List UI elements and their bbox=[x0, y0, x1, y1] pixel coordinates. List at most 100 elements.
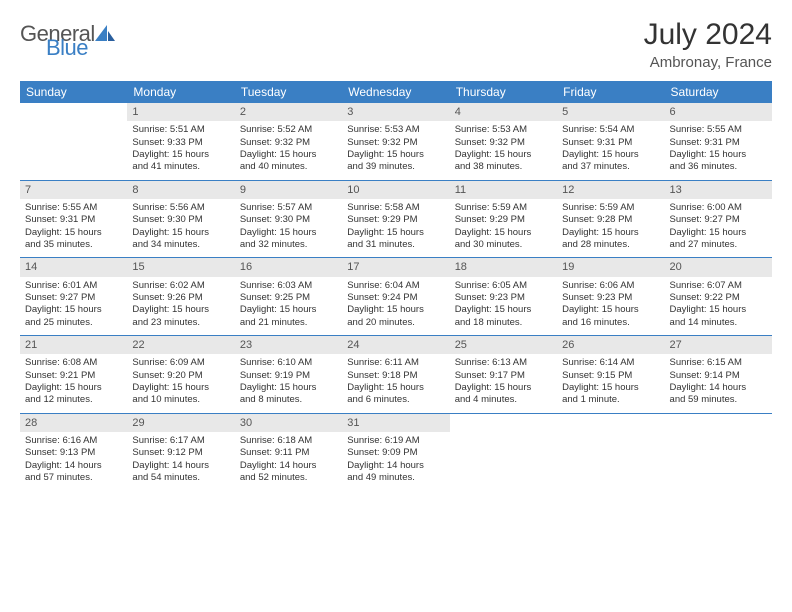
day-line: Sunset: 9:32 PM bbox=[240, 137, 337, 149]
day-number: 22 bbox=[127, 336, 234, 354]
day-line: Sunset: 9:23 PM bbox=[455, 292, 552, 304]
day-line: Sunrise: 5:55 AM bbox=[25, 202, 122, 214]
day-line: Daylight: 15 hours bbox=[347, 227, 444, 239]
day-content: Sunrise: 6:07 AMSunset: 9:22 PMDaylight:… bbox=[665, 277, 772, 335]
day-line: Daylight: 15 hours bbox=[670, 304, 767, 316]
day-number: 20 bbox=[665, 258, 772, 276]
day-line: Sunrise: 6:17 AM bbox=[132, 435, 229, 447]
day-line: Sunset: 9:31 PM bbox=[562, 137, 659, 149]
calendar-cell: 28Sunrise: 6:16 AMSunset: 9:13 PMDayligh… bbox=[20, 413, 127, 490]
day-line: and 27 minutes. bbox=[670, 239, 767, 251]
day-line: Daylight: 15 hours bbox=[562, 227, 659, 239]
day-content: Sunrise: 5:54 AMSunset: 9:31 PMDaylight:… bbox=[557, 121, 664, 179]
day-line: Daylight: 14 hours bbox=[132, 460, 229, 472]
calendar-week: 1Sunrise: 5:51 AMSunset: 9:33 PMDaylight… bbox=[20, 103, 772, 180]
day-line: Daylight: 15 hours bbox=[132, 382, 229, 394]
day-content: Sunrise: 5:58 AMSunset: 9:29 PMDaylight:… bbox=[342, 199, 449, 257]
day-line: Sunrise: 6:00 AM bbox=[670, 202, 767, 214]
day-content: Sunrise: 6:09 AMSunset: 9:20 PMDaylight:… bbox=[127, 354, 234, 412]
day-content: Sunrise: 6:16 AMSunset: 9:13 PMDaylight:… bbox=[20, 432, 127, 490]
day-line: and 35 minutes. bbox=[25, 239, 122, 251]
day-content: Sunrise: 6:04 AMSunset: 9:24 PMDaylight:… bbox=[342, 277, 449, 335]
day-number: 12 bbox=[557, 181, 664, 199]
calendar-week: 14Sunrise: 6:01 AMSunset: 9:27 PMDayligh… bbox=[20, 258, 772, 336]
day-line: and 31 minutes. bbox=[347, 239, 444, 251]
day-line: Sunset: 9:17 PM bbox=[455, 370, 552, 382]
logo: General Blue bbox=[20, 18, 115, 58]
day-number: 27 bbox=[665, 336, 772, 354]
day-line: and 34 minutes. bbox=[132, 239, 229, 251]
day-line: Sunset: 9:31 PM bbox=[25, 214, 122, 226]
day-line: Sunset: 9:33 PM bbox=[132, 137, 229, 149]
day-number: 14 bbox=[20, 258, 127, 276]
day-line: Daylight: 15 hours bbox=[347, 149, 444, 161]
day-line: and 40 minutes. bbox=[240, 161, 337, 173]
day-line: Sunrise: 5:58 AM bbox=[347, 202, 444, 214]
day-line: Daylight: 15 hours bbox=[25, 304, 122, 316]
day-number: 5 bbox=[557, 103, 664, 121]
calendar-cell: 26Sunrise: 6:14 AMSunset: 9:15 PMDayligh… bbox=[557, 336, 664, 414]
title-block: July 2024 Ambronay, France bbox=[644, 18, 772, 71]
day-line: Sunset: 9:20 PM bbox=[132, 370, 229, 382]
calendar-cell: 20Sunrise: 6:07 AMSunset: 9:22 PMDayligh… bbox=[665, 258, 772, 336]
day-number: 24 bbox=[342, 336, 449, 354]
calendar-cell bbox=[450, 413, 557, 490]
day-line: Daylight: 15 hours bbox=[347, 304, 444, 316]
day-number: 4 bbox=[450, 103, 557, 121]
calendar-cell: 23Sunrise: 6:10 AMSunset: 9:19 PMDayligh… bbox=[235, 336, 342, 414]
day-content: Sunrise: 5:53 AMSunset: 9:32 PMDaylight:… bbox=[450, 121, 557, 179]
day-content: Sunrise: 5:51 AMSunset: 9:33 PMDaylight:… bbox=[127, 121, 234, 179]
calendar-cell: 11Sunrise: 5:59 AMSunset: 9:29 PMDayligh… bbox=[450, 180, 557, 258]
day-line: Sunrise: 6:13 AM bbox=[455, 357, 552, 369]
day-number bbox=[665, 414, 772, 432]
calendar-cell: 15Sunrise: 6:02 AMSunset: 9:26 PMDayligh… bbox=[127, 258, 234, 336]
calendar-head: SundayMondayTuesdayWednesdayThursdayFrid… bbox=[20, 81, 772, 103]
calendar-cell: 22Sunrise: 6:09 AMSunset: 9:20 PMDayligh… bbox=[127, 336, 234, 414]
day-number: 30 bbox=[235, 414, 342, 432]
day-line: and 39 minutes. bbox=[347, 161, 444, 173]
day-line: Daylight: 15 hours bbox=[240, 149, 337, 161]
day-number: 25 bbox=[450, 336, 557, 354]
day-line: and 23 minutes. bbox=[132, 317, 229, 329]
day-line: and 37 minutes. bbox=[562, 161, 659, 173]
day-content: Sunrise: 6:03 AMSunset: 9:25 PMDaylight:… bbox=[235, 277, 342, 335]
day-number: 13 bbox=[665, 181, 772, 199]
day-content bbox=[557, 432, 664, 441]
calendar-week: 28Sunrise: 6:16 AMSunset: 9:13 PMDayligh… bbox=[20, 413, 772, 490]
day-line: Sunrise: 6:18 AM bbox=[240, 435, 337, 447]
day-content bbox=[665, 432, 772, 441]
day-line: Sunrise: 6:04 AM bbox=[347, 280, 444, 292]
day-line: and 54 minutes. bbox=[132, 472, 229, 484]
calendar-cell: 5Sunrise: 5:54 AMSunset: 9:31 PMDaylight… bbox=[557, 103, 664, 180]
calendar-cell: 31Sunrise: 6:19 AMSunset: 9:09 PMDayligh… bbox=[342, 413, 449, 490]
day-line: and 28 minutes. bbox=[562, 239, 659, 251]
day-line: Daylight: 15 hours bbox=[240, 304, 337, 316]
day-line: Sunrise: 5:59 AM bbox=[455, 202, 552, 214]
day-number: 29 bbox=[127, 414, 234, 432]
day-number: 11 bbox=[450, 181, 557, 199]
day-line: Sunrise: 6:09 AM bbox=[132, 357, 229, 369]
day-number: 8 bbox=[127, 181, 234, 199]
day-number: 23 bbox=[235, 336, 342, 354]
day-line: and 14 minutes. bbox=[670, 317, 767, 329]
calendar-cell: 21Sunrise: 6:08 AMSunset: 9:21 PMDayligh… bbox=[20, 336, 127, 414]
day-line: Sunset: 9:26 PM bbox=[132, 292, 229, 304]
day-line: and 20 minutes. bbox=[347, 317, 444, 329]
day-line: Sunset: 9:18 PM bbox=[347, 370, 444, 382]
day-number: 28 bbox=[20, 414, 127, 432]
calendar-cell bbox=[665, 413, 772, 490]
day-line: Sunset: 9:24 PM bbox=[347, 292, 444, 304]
day-line: Daylight: 14 hours bbox=[670, 382, 767, 394]
weekday-row: SundayMondayTuesdayWednesdayThursdayFrid… bbox=[20, 81, 772, 103]
day-line: and 6 minutes. bbox=[347, 394, 444, 406]
day-content: Sunrise: 5:57 AMSunset: 9:30 PMDaylight:… bbox=[235, 199, 342, 257]
day-line: Daylight: 15 hours bbox=[132, 227, 229, 239]
day-number bbox=[557, 414, 664, 432]
calendar-cell: 9Sunrise: 5:57 AMSunset: 9:30 PMDaylight… bbox=[235, 180, 342, 258]
day-content: Sunrise: 5:55 AMSunset: 9:31 PMDaylight:… bbox=[20, 199, 127, 257]
calendar-cell bbox=[557, 413, 664, 490]
day-content: Sunrise: 5:55 AMSunset: 9:31 PMDaylight:… bbox=[665, 121, 772, 179]
day-content: Sunrise: 5:53 AMSunset: 9:32 PMDaylight:… bbox=[342, 121, 449, 179]
day-number: 18 bbox=[450, 258, 557, 276]
day-number: 7 bbox=[20, 181, 127, 199]
